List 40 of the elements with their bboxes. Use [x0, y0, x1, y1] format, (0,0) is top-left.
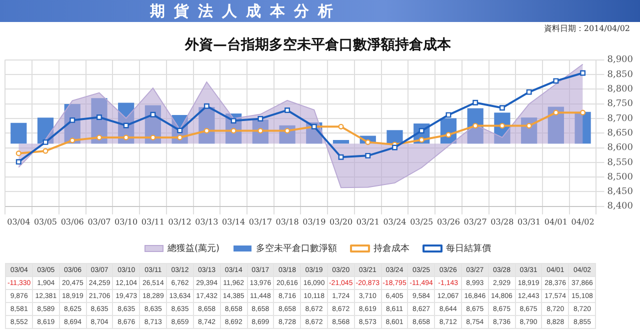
- y2-tick-label: 8,700: [607, 114, 634, 124]
- chart-title: 期貨法人成本分析: [0, 0, 640, 22]
- x-tick-label: 03/25: [410, 217, 434, 226]
- y2-tick-label: 8,400: [607, 202, 634, 212]
- x-tick-label: 03/17: [248, 217, 272, 226]
- text: 資料日期：2014/04/02: [542, 23, 631, 35]
- x-tick-label: 03/21: [356, 217, 380, 226]
- x-tick-label: 03/06: [60, 217, 84, 226]
- y2-tick-label: 8,500: [607, 172, 634, 182]
- y2-tick-label: 8,850: [607, 70, 634, 80]
- x-tick-label: 03/14: [222, 217, 246, 226]
- legend-label: 多空未平倉口數淨額: [256, 242, 338, 254]
- legend-label: 每日結算價: [446, 242, 492, 254]
- y2-tick-label: 8,600: [607, 143, 634, 154]
- x-tick-label: 03/24: [383, 217, 406, 226]
- x-tick-label: 03/27: [464, 217, 487, 226]
- x-tick-label: 03/13: [195, 217, 218, 226]
- x-tick-label: 03/12: [168, 217, 192, 226]
- y2-tick-label: 8,450: [607, 187, 634, 198]
- x-tick-label: 03/11: [141, 217, 164, 226]
- legend-label: 總獲益(萬元): [166, 242, 220, 254]
- x-tick-label: 03/18: [276, 217, 299, 226]
- y2-tick-label: 8,900: [607, 55, 634, 66]
- x-tick-label: 03/26: [436, 217, 460, 226]
- y2-tick-label: 8,800: [607, 84, 634, 94]
- x-tick-label: 03/10: [114, 217, 138, 226]
- y2-tick-label: 8,650: [607, 128, 634, 138]
- x-tick-label: 03/05: [34, 217, 58, 226]
- x-tick-label: 03/31: [518, 217, 541, 226]
- x-tick-label: 03/20: [329, 217, 353, 226]
- x-tick-label: 03/07: [88, 217, 111, 226]
- y2-tick-label: 8,750: [607, 99, 634, 110]
- x-tick-label: 03/19: [302, 217, 326, 226]
- x-tick-label: 04/02: [571, 217, 594, 226]
- y2-tick-label: 8,550: [607, 158, 634, 168]
- chart-subtitle: 外資—台指期多空未平倉口數淨額持倉成本: [184, 36, 452, 54]
- x-tick-label: 04/01: [544, 217, 568, 226]
- x-tick-label: 03/28: [490, 217, 514, 226]
- x-tick-label: 03/04: [7, 217, 30, 226]
- legend-label: 持倉成本: [374, 242, 410, 254]
